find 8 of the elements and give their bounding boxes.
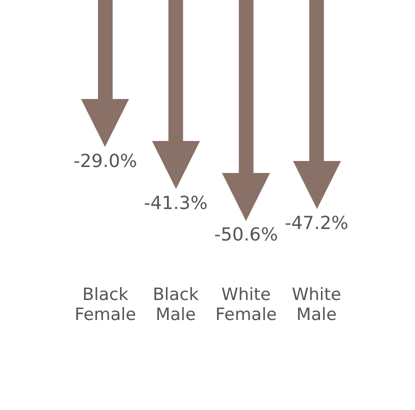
data-label: -50.6% — [214, 224, 278, 246]
x-tick-label: Black Female — [74, 284, 136, 326]
x-tick-label: White Male — [292, 284, 342, 326]
data-label: -29.0% — [73, 150, 138, 172]
data-label: -47.2% — [284, 213, 348, 234]
x-tick-label: Black Male — [152, 284, 199, 326]
data-label: -41.3% — [144, 192, 208, 214]
x-tick-label: White Female — [215, 284, 277, 326]
